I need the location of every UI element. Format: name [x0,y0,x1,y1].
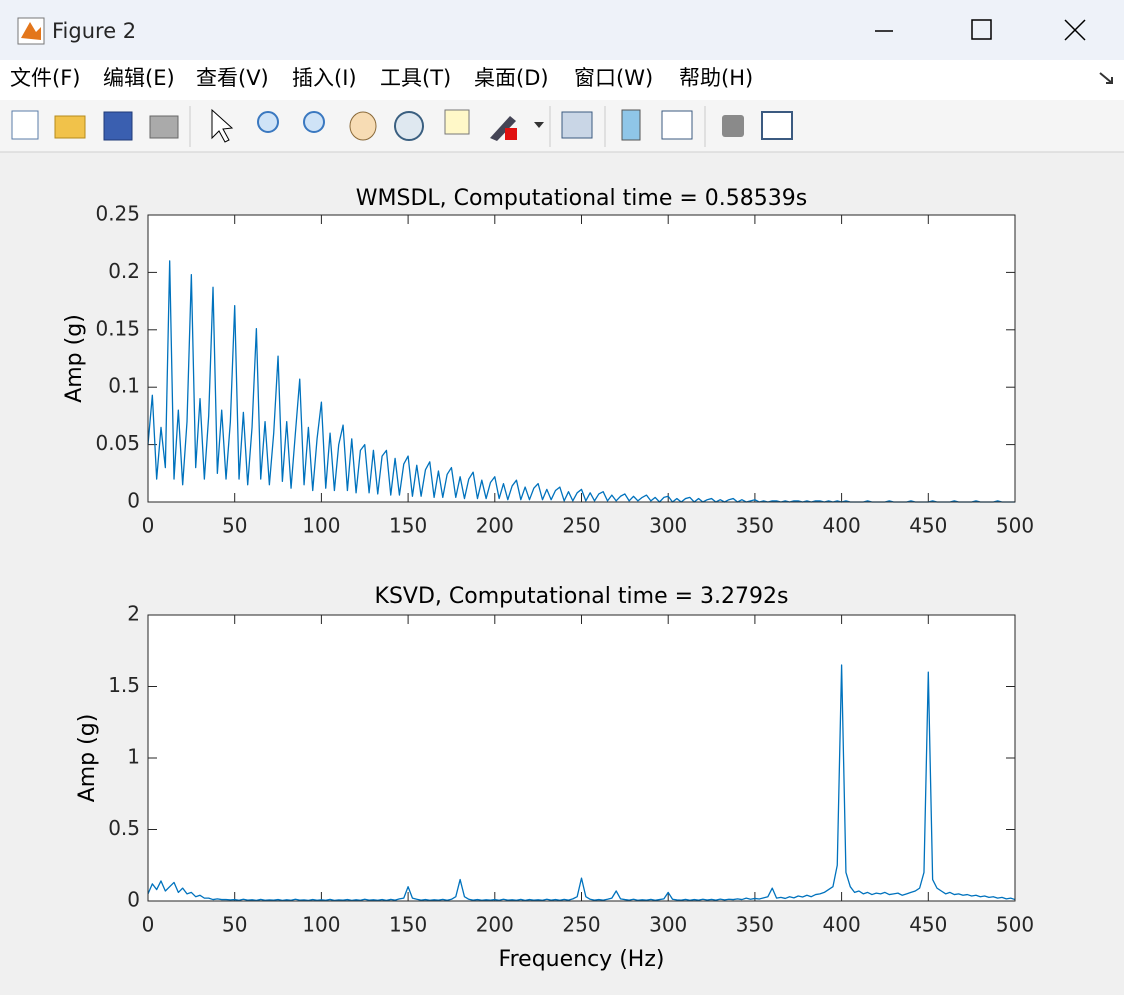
y-tick-label: 0.1 [108,374,140,398]
x-tick-label: 0 [142,514,155,538]
zoom-out-icon[interactable] [303,111,325,133]
y-tick-label: 0.2 [108,259,140,283]
x-tick-label: 300 [649,514,687,538]
x-tick-label: 200 [476,514,514,538]
x-tick-label: 100 [302,514,340,538]
zoom-in-icon[interactable] [257,111,279,133]
menu-item[interactable]: 查看(V) [196,66,269,90]
link-icon[interactable] [561,111,593,139]
hide-tools-icon[interactable] [722,115,744,137]
x-tick-label: 400 [823,514,861,538]
x-tick-label: 500 [996,514,1034,538]
app-icon-logo [21,22,41,40]
x-tick-label: 150 [389,913,427,937]
x-axis-label: Frequency (Hz) [499,947,665,972]
y-tick-label: 1 [127,745,140,769]
x-tick-label: 400 [823,913,861,937]
chart-title: KSVD, Computational time = 3.2792s [375,584,789,609]
data-line [147,664,1016,902]
maximize-button[interactable] [971,19,992,40]
print-icon[interactable] [149,115,179,139]
menu-item[interactable]: 工具(T) [380,66,451,90]
y-tick-label: 0 [127,888,140,912]
x-tick-label: 250 [562,913,600,937]
x-tick-label: 50 [222,913,247,937]
colorbar-icon[interactable] [621,109,641,141]
x-tick-label: 0 [142,913,155,937]
toolbar-icons [11,106,793,147]
menu-item[interactable]: 桌面(D) [474,66,549,90]
select-icon[interactable] [211,108,234,143]
y-axis-label: Amp (g) [62,314,87,403]
pan-icon[interactable] [349,111,377,141]
title-bar [0,0,1124,60]
axes-box [147,614,1016,902]
rotate-icon[interactable] [394,111,424,141]
axes-box [147,214,1016,503]
axes-bg [148,615,1015,901]
menu-collapse[interactable] [1099,72,1113,84]
x-tick-label: 50 [222,514,247,538]
datatip-icon[interactable] [444,109,470,135]
y-tick-label: 0 [127,489,140,513]
menu-bar [0,60,1124,100]
x-tick-label: 250 [562,514,600,538]
x-tick-label: 350 [736,913,774,937]
chart-title: WMSDL, Computational time = 0.58539s [356,186,807,211]
x-tick-label: 150 [389,514,427,538]
save-icon[interactable] [103,111,133,141]
y-tick-label: 1.5 [108,673,140,697]
new-icon[interactable] [11,110,39,140]
close-button[interactable] [1064,19,1086,41]
y-tick-label: 0.15 [95,316,140,340]
plots: 00.050.10.150.20.250 50 100 150 200 250 300 350… [62,186,1034,972]
x-tick-label: 450 [909,514,947,538]
menu-item[interactable]: 编辑(E) [103,66,175,90]
x-tick-label: 500 [996,913,1034,937]
x-tick-label: 350 [736,514,774,538]
menu-item[interactable]: 文件(F) [10,66,80,90]
x-tick-label: 450 [909,913,947,937]
y-tick-label: 0.05 [95,431,140,455]
dock-icon[interactable] [761,111,793,140]
axes-bg [148,215,1015,502]
menu-item[interactable]: 窗口(W) [574,66,653,90]
y-tick-label: 0.5 [108,816,140,840]
x-tick-label: 100 [302,913,340,937]
brush-color [505,128,517,140]
open-icon[interactable] [54,115,86,139]
window-title: Figure 2 [52,19,136,43]
x-tick-label: 200 [476,913,514,937]
y-axis-label: Amp (g) [75,714,100,803]
menu-item[interactable]: 帮助(H) [679,66,753,90]
legend-icon[interactable] [661,110,693,140]
menu-items: 文件(F) 编辑(E) 查看(V) 插入(I) 工具(T) 桌面(D) 窗口(W) 帮助(H) [10,66,753,90]
x-tick-label: 300 [649,913,687,937]
y-tick-label: 2 [127,602,140,626]
brush-icon[interactable] [490,116,516,141]
brush-dropdown[interactable] [534,122,544,128]
menu-item[interactable]: 插入(I) [292,66,357,90]
y-tick-label: 0.25 [95,202,140,226]
